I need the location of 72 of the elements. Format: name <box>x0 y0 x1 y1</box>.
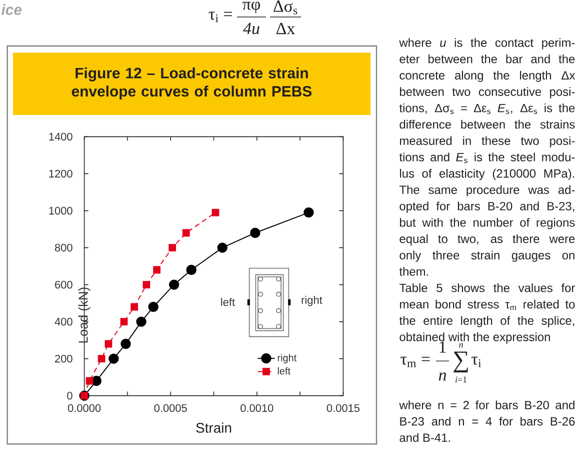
text: τ$_{m}$ = <box>400 356 430 368</box>
point <box>168 280 180 290</box>
y-tick-label: 800 <box>54 244 72 252</box>
text: ice <box>1 4 22 15</box>
text: 1 <box>440 341 446 353</box>
x-tick-label: 0.0000 <box>68 404 101 412</box>
text: equal to two, as there were <box>400 234 575 246</box>
point <box>182 229 190 237</box>
point <box>104 340 112 348</box>
text: The same procedure was ad- <box>399 185 575 196</box>
y-tick-label: 0 <box>67 392 72 400</box>
point <box>142 280 150 288</box>
text: concrete along the length Δx <box>400 70 576 82</box>
text: where n = 2 for bars B-20 and <box>399 400 574 410</box>
y-tick-label: 1400 <box>49 132 72 141</box>
x-tick-label: 0.0010 <box>240 404 274 412</box>
point <box>168 244 176 252</box>
annotation: right <box>302 296 322 306</box>
x-tick-label: 0.0015 <box>326 404 360 412</box>
text: and B-41. <box>400 433 450 442</box>
point <box>98 354 106 362</box>
point <box>212 208 220 216</box>
x-tick-label: 0.0005 <box>154 404 187 412</box>
legend-label: left <box>278 367 290 375</box>
point <box>86 377 94 385</box>
text: τ$_{i}$ <box>472 356 482 368</box>
text: tions and E$_{s}$ is the steel modu- <box>399 152 575 164</box>
text: between two consecutive posi- <box>400 87 575 98</box>
text: i=1 <box>455 376 466 382</box>
text: lus of elasticity (210000 MPa). <box>400 168 574 180</box>
y-tick-label: 1200 <box>49 170 72 178</box>
text: Δx <box>276 22 295 34</box>
point <box>304 207 314 218</box>
point <box>186 264 196 275</box>
text: 4u <box>243 22 260 34</box>
text: πφ <box>242 2 260 14</box>
x-axis-title: Strain <box>196 422 232 433</box>
text: only three strain gauges on <box>400 250 574 262</box>
text: but with the number of regions <box>400 218 575 230</box>
point <box>120 318 128 326</box>
text: tions, Δσ$_{s}$ = Δε$_{s}$ E$_{s}$, Δε$_{s}$ is the <box>399 104 575 114</box>
text: opted for bars B-20 and B-23, <box>400 202 574 213</box>
text: eter between the bar and the <box>400 54 575 64</box>
text: mean bond stress τ$_{m}$ related to <box>400 300 575 310</box>
point <box>108 354 119 364</box>
point <box>130 303 138 311</box>
point <box>217 242 228 253</box>
text: difference between the strains <box>400 120 575 129</box>
y-tick-label: 1000 <box>49 206 72 215</box>
point <box>120 338 131 349</box>
text: measured in these two posi- <box>400 136 575 148</box>
annotation: left <box>221 298 235 306</box>
chart-title: Figure 12 – Load-concrete strain envelope curves of column PEBS <box>72 67 312 100</box>
text: them. <box>399 267 428 276</box>
text: n <box>459 343 463 348</box>
y-tick-label: 200 <box>55 354 72 363</box>
y-tick-label: 600 <box>55 280 72 289</box>
text: ∑ <box>454 352 468 372</box>
point <box>148 302 158 312</box>
text: the entire length of the splice, <box>399 316 574 328</box>
point <box>250 228 260 238</box>
text: τ$_{i}$ = <box>208 12 232 22</box>
caption: Table 5 shows the values for <box>399 283 575 292</box>
y-axis-title: Load (kN) <box>78 288 90 343</box>
text: B-23 and n = 4 for bars B-26 <box>400 416 575 426</box>
y-tick-label: 400 <box>54 318 72 326</box>
text: n <box>438 372 446 380</box>
legend-label: right <box>278 354 297 364</box>
text: where u is the contact perim- <box>399 38 575 50</box>
point <box>153 266 160 274</box>
point <box>136 316 146 327</box>
text: Δσ$_{s}$ <box>274 0 298 14</box>
